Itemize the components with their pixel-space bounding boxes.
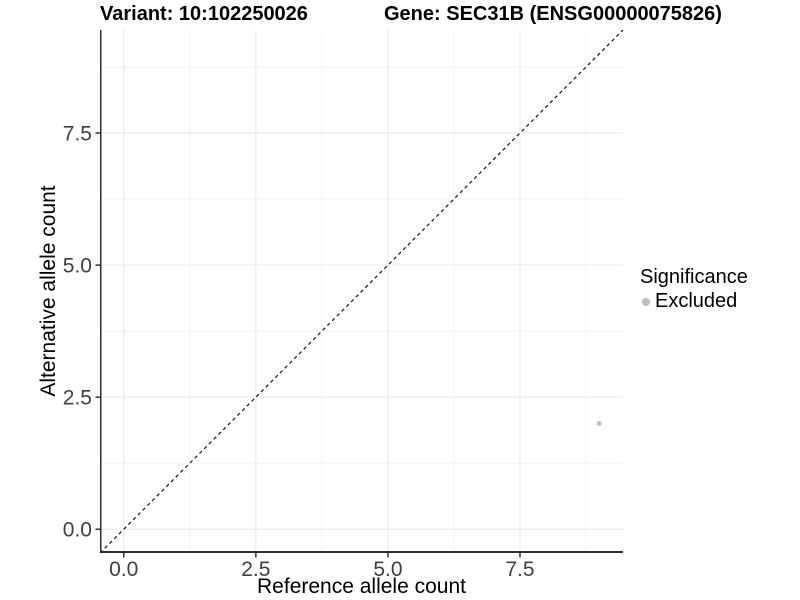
data-point (596, 421, 602, 426)
y-tick-label: 0.0 (63, 519, 92, 542)
y-axis-title: Alternative allele count (37, 185, 60, 397)
legend-entries: Excluded (638, 290, 748, 313)
x-tick-label: 5.0 (373, 558, 402, 581)
plot-title-gene: Gene: SEC31B (ENSG00000075826) (384, 3, 722, 25)
plot-title-variant: Variant: 10:102250026 (100, 3, 308, 25)
x-axis-title: Reference allele count (257, 575, 466, 598)
y-tick-label: 2.5 (63, 387, 92, 410)
legend: Significance Excluded (638, 266, 748, 313)
legend-title: Significance (640, 266, 748, 288)
legend-entry: Excluded (638, 290, 748, 313)
y-tick-label: 5.0 (63, 255, 92, 278)
plot-panel: 0.0 2.5 5.0 7.5 0.0 2.5 5.0 7.5 (63, 29, 624, 581)
legend-entry-label: Excluded (655, 290, 738, 312)
x-tick-label: 2.5 (241, 558, 270, 581)
legend-key-dot-icon (642, 297, 650, 306)
x-tick-label: 0.0 (109, 558, 138, 581)
identity-dashed-line (99, 29, 624, 554)
x-tick-label: 7.5 (505, 558, 534, 581)
y-tick-label: 7.5 (63, 123, 92, 146)
